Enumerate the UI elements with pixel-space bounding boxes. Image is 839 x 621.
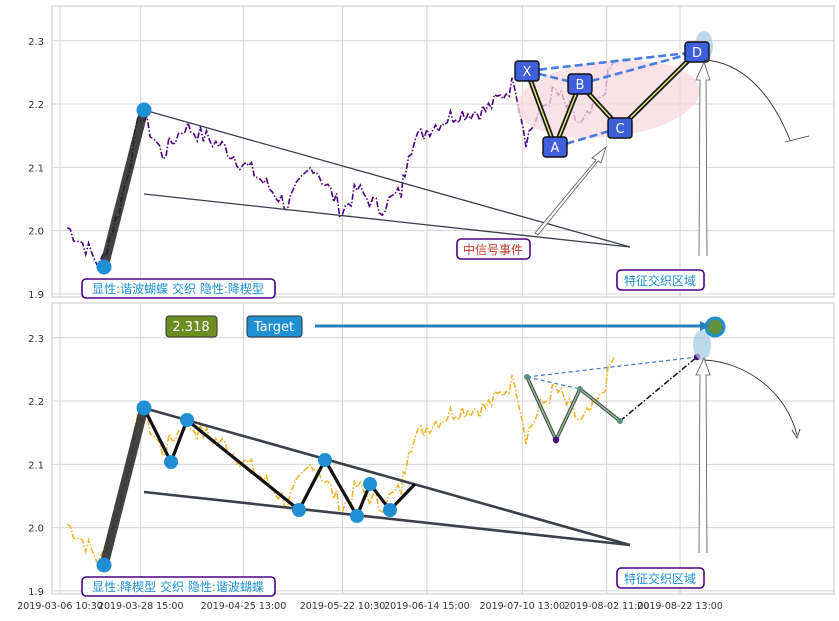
top-projection-end — [784, 135, 810, 143]
bottom-wedge-lower-line — [143, 490, 631, 547]
bottom-butterfly-point — [577, 386, 583, 392]
bottom-y-tick-label: 1.9 — [28, 587, 44, 598]
top-panel-y-axis: 1.9 2.0 2.1 2.2 2.3 — [28, 37, 44, 301]
bottom-overlap-zone-label: 特征交织区域 — [616, 567, 705, 589]
bottom-target-marker — [704, 316, 726, 338]
svg-text:特征交织区域: 特征交织区域 — [624, 571, 696, 586]
bottom-y-tick-label: 2.1 — [28, 460, 44, 471]
top-projection-arc — [703, 59, 791, 141]
x-tick-label: 2019-03-28 15:00 — [98, 601, 184, 612]
top-panel-frame — [51, 5, 835, 298]
svg-text:特征交织区域: 特征交织区域 — [624, 273, 696, 288]
svg-text:C: C — [615, 122, 624, 137]
bottom-y-tick-label: 2.0 — [28, 524, 44, 535]
top-point-x-label: X — [514, 60, 540, 82]
bottom-projection-arc — [703, 359, 798, 436]
top-y-tick-label: 2.0 — [28, 227, 44, 238]
bottom-pattern-label: 显性:降楔型 交织 隐性:谐波蝴蝶 — [81, 576, 276, 597]
svg-text:显性:降楔型 交织 隐性:谐波蝴蝶: 显性:降楔型 交织 隐性:谐波蝴蝶 — [92, 579, 264, 594]
bottom-wedge-marker — [363, 477, 377, 491]
top-signal-arrow — [534, 145, 607, 236]
top-impulse-leg — [99, 105, 149, 272]
bottom-panel-frame — [51, 302, 835, 595]
top-vertical-arrow — [695, 60, 711, 257]
bottom-wedge-marker — [318, 453, 332, 467]
top-dash-x-d — [526, 50, 698, 73]
top-dash-x-b — [526, 69, 581, 86]
bottom-wedge-marker — [164, 455, 178, 469]
top-panel: 1.9 2.0 2.1 2.2 2.3 — [28, 5, 835, 301]
svg-text:X: X — [523, 65, 532, 80]
top-point-d-label: D — [684, 41, 710, 63]
top-overlap-zone-label: 特征交织区域 — [616, 269, 705, 291]
bottom-wedge-marker — [136, 400, 152, 416]
bottom-impulse-leg — [99, 403, 149, 570]
bottom-wedge-marker — [180, 413, 194, 427]
bottom-butterfly-point — [552, 436, 560, 444]
top-point-b-label: B — [567, 73, 593, 95]
top-y-tick-label: 2.3 — [28, 37, 44, 48]
top-impulse-start-marker — [96, 259, 112, 275]
top-impulse-end-marker — [136, 102, 152, 118]
bottom-butterfly-dash-x-d — [526, 356, 698, 378]
bottom-panel-y-axis: 1.9 2.0 2.1 2.2 2.3 — [28, 334, 44, 598]
bottom-wedge-marker — [96, 557, 112, 573]
x-tick-label: 2019-04-25 13:00 — [201, 601, 287, 612]
bottom-panel: 1.9 2.0 2.1 2.2 2.3 — [28, 302, 835, 598]
top-signal-event-label: 中信号事件 — [456, 238, 531, 260]
top-wedge-lower-line — [143, 193, 631, 248]
top-wedge-upper-line — [143, 109, 631, 248]
top-y-tick-label: 1.9 — [28, 290, 44, 301]
bottom-wedge-marker — [350, 509, 364, 523]
bottom-butterfly-point — [524, 374, 530, 380]
svg-text:显性:谐波蝴蝶 交织 隐性:降楔型: 显性:谐波蝴蝶 交织 隐性:降楔型 — [92, 281, 264, 296]
top-pattern-label: 显性:谐波蝴蝶 交织 隐性:降楔型 — [81, 278, 276, 299]
bottom-wedge-marker — [292, 503, 306, 517]
x-tick-label: 2019-05-22 10:30 — [300, 601, 386, 612]
target-arrow-head — [700, 321, 710, 331]
bottom-wedge-markers — [96, 400, 397, 573]
bottom-d-glow — [693, 330, 711, 360]
x-tick-label: 2019-08-02 11:00 — [564, 601, 650, 612]
x-tick-label: 2019-08-22 13:00 — [637, 601, 723, 612]
bottom-wedge-upper-line — [143, 406, 631, 547]
bottom-y-tick-label: 2.2 — [28, 397, 44, 408]
top-price-series — [66, 59, 615, 268]
svg-text:A: A — [551, 141, 560, 156]
bottom-wedge-marker — [383, 503, 397, 517]
svg-text:中信号事件: 中信号事件 — [463, 242, 523, 257]
target-value-badge: 2.318 — [165, 315, 218, 338]
bottom-butterfly-legs-highlight — [526, 376, 621, 442]
svg-text:Target: Target — [253, 320, 294, 335]
x-tick-label: 2019-07-10 13:00 — [479, 601, 565, 612]
bottom-butterfly-cd-leg — [619, 356, 698, 422]
x-tick-label: 2019-06-14 15:00 — [384, 601, 470, 612]
top-point-a-label: A — [542, 136, 568, 158]
top-point-c-label: C — [607, 117, 633, 139]
bottom-butterfly-point — [617, 418, 623, 424]
bottom-projection-arrowhead — [791, 428, 801, 440]
svg-text:2.318: 2.318 — [172, 320, 209, 335]
x-tick-label: 2019-03-06 10:30 — [17, 601, 103, 612]
top-y-tick-label: 2.2 — [28, 100, 44, 111]
svg-text:D: D — [692, 46, 702, 61]
svg-text:B: B — [576, 78, 585, 93]
bottom-vertical-arrow — [695, 356, 711, 554]
target-label-badge: Target — [246, 315, 303, 338]
top-dash-b-d — [579, 50, 698, 86]
bottom-price-series — [66, 356, 615, 565]
bottom-y-tick-label: 2.3 — [28, 334, 44, 345]
top-y-tick-label: 2.1 — [28, 163, 44, 174]
bottom-butterfly-dash-x-b — [526, 376, 581, 390]
